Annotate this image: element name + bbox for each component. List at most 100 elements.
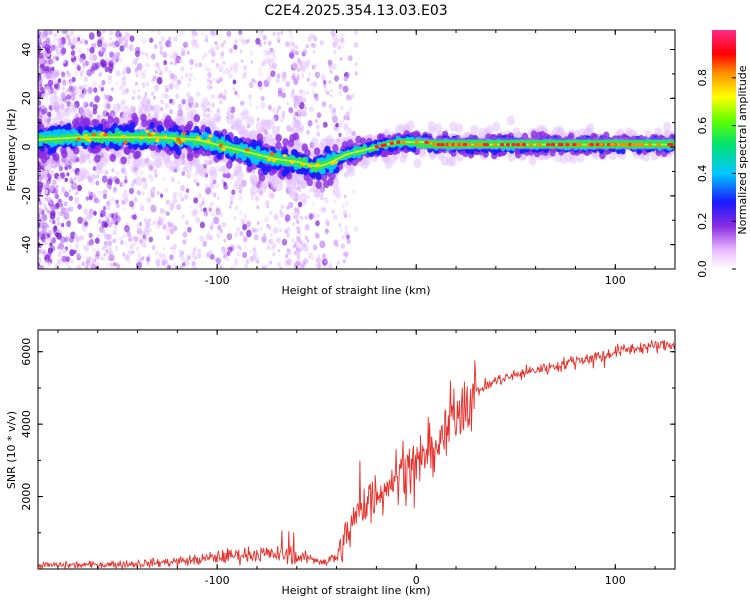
noise-speck (215, 208, 221, 216)
noise-speck (149, 174, 152, 179)
noise-speck (132, 89, 137, 95)
noise-speck (98, 190, 102, 195)
noise-speck (293, 214, 297, 219)
noise-speck (338, 83, 343, 90)
noise-speck (343, 115, 348, 121)
noise-speck (252, 249, 258, 257)
noise-speck (240, 59, 244, 63)
noise-speck (313, 65, 316, 69)
noise-speck (332, 115, 338, 123)
noise-speck (292, 222, 296, 227)
noise-speck (48, 231, 52, 236)
noise-speck (151, 244, 156, 250)
noise-speck (142, 51, 145, 55)
noise-speck (79, 40, 83, 45)
noise-speck (343, 76, 348, 82)
noise-speck (236, 227, 240, 232)
noise-speck (338, 132, 342, 138)
noise-speck (161, 217, 164, 221)
noise-speck (108, 213, 112, 218)
noise-speck (106, 200, 111, 207)
noise-speck (324, 260, 327, 264)
noise-speck (62, 79, 67, 86)
ridge-blob (49, 94, 58, 105)
noise-speck (101, 175, 108, 183)
noise-speck (323, 264, 329, 269)
noise-speck (67, 207, 72, 212)
noise-speck (304, 106, 307, 110)
noise-speck (89, 46, 95, 54)
noise-speck (53, 188, 59, 195)
noise-speck (84, 83, 88, 88)
noise-speck (285, 254, 289, 259)
noise-speck (210, 30, 215, 36)
noise-speck (68, 80, 73, 86)
noise-speck (258, 67, 262, 72)
noise-speck (164, 102, 170, 109)
noise-speck (353, 225, 359, 232)
noise-speck (352, 189, 356, 194)
noise-speck (295, 96, 299, 101)
noise-speck (96, 174, 100, 179)
noise-speck (333, 49, 337, 55)
noise-speck (331, 209, 336, 215)
noise-speck (269, 260, 273, 265)
noise-speck (347, 213, 352, 219)
noise-speck (142, 81, 145, 86)
noise-speck (153, 43, 158, 50)
noise-speck (169, 54, 174, 60)
noise-speck (256, 205, 260, 210)
noise-speck (49, 218, 53, 223)
noise-speck (293, 251, 297, 256)
noise-speck (145, 229, 151, 236)
noise-speck (276, 31, 280, 37)
noise-speck (195, 217, 201, 224)
noise-speck (281, 110, 286, 116)
noise-speck (354, 71, 358, 76)
noise-speck (289, 34, 294, 40)
noise-speck (79, 70, 84, 75)
noise-speck (217, 224, 222, 231)
noise-speck (175, 93, 180, 99)
noise-speck (330, 89, 333, 93)
noise-speck (181, 51, 185, 57)
noise-speck (115, 81, 119, 85)
noise-speck (311, 90, 315, 95)
noise-speck (107, 206, 111, 210)
noise-speck (121, 200, 126, 205)
noise-speck (307, 195, 310, 199)
noise-speck (308, 72, 312, 77)
ridge-blob (149, 121, 155, 129)
noise-speck (302, 48, 308, 55)
noise-speck (151, 91, 155, 96)
noise-speck (263, 233, 266, 237)
noise-speck (202, 240, 208, 247)
noise-speck (189, 105, 193, 109)
noise-speck (280, 31, 284, 35)
noise-speck (187, 83, 190, 87)
noise-speck (158, 40, 163, 46)
noise-speck (191, 261, 196, 267)
noise-speck (134, 50, 140, 58)
noise-speck (269, 192, 275, 199)
noise-speck (107, 178, 113, 186)
noise-speck (77, 203, 82, 210)
noise-speck (44, 241, 48, 246)
noise-speck (239, 49, 243, 54)
noise-speck (152, 95, 156, 100)
noise-speck (328, 80, 332, 84)
noise-speck (210, 182, 214, 187)
ridge-blob (332, 144, 339, 153)
noise-speck (193, 197, 199, 204)
noise-speck (297, 113, 301, 118)
noise-speck (115, 215, 121, 223)
noise-speck (213, 192, 217, 198)
noise-speck (38, 230, 43, 236)
ridge-blob (41, 114, 50, 125)
ridge-blob (282, 138, 289, 147)
noise-speck (114, 245, 119, 251)
noise-speck (94, 237, 100, 244)
noise-speck (215, 183, 220, 189)
noise-speck (331, 94, 335, 98)
